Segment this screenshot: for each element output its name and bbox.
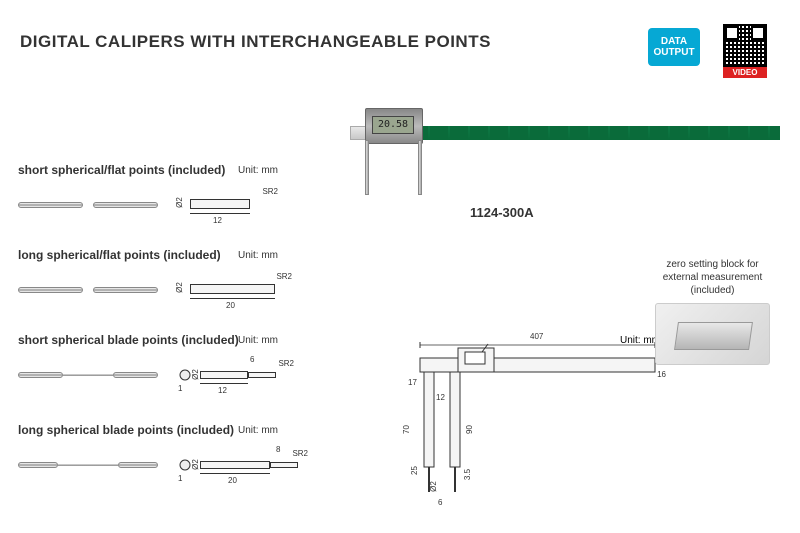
- point-section-2: long spherical/flat points (included) Un…: [18, 248, 318, 310]
- point-diagram: SR2 12 Ø2: [178, 185, 298, 225]
- point-diagram: 8 SR2 20 Ø2 1: [178, 445, 298, 485]
- unit-label: Unit: mm: [238, 250, 278, 261]
- data-output-badge: DATA OUTPUT: [648, 28, 700, 66]
- product-photo: 20.58: [330, 100, 790, 190]
- unit-label: Unit: mm: [238, 425, 278, 436]
- caliper-schematic-icon: [410, 340, 670, 515]
- page-title: DIGITAL CALIPERS WITH INTERCHANGEABLE PO…: [20, 32, 491, 52]
- point-photo: [18, 190, 158, 220]
- zero-block-section: zero setting block for external measurem…: [650, 258, 775, 365]
- unit-label: Unit: mm: [238, 335, 278, 346]
- badge-line1: DATA: [661, 36, 687, 47]
- point-section-3: short spherical blade points (included) …: [18, 333, 318, 395]
- point-photo: [18, 450, 158, 480]
- point-section-1: short spherical/flat points (included) U…: [18, 163, 318, 225]
- zero-block-photo: [655, 303, 770, 365]
- qr-video-block: VIDEO: [720, 24, 770, 78]
- point-photo: [18, 360, 158, 390]
- unit-label: Unit: mm: [238, 165, 278, 176]
- technical-drawing: Unit: mm 407 16 17 12 70 90 25 Ø2 6 3.5: [410, 340, 670, 515]
- caliper-jaw-right: [418, 140, 422, 195]
- zero-block-caption: zero setting block for external measurem…: [650, 258, 775, 297]
- point-diagram: 6 SR2 12 Ø2 1: [178, 355, 298, 395]
- model-number: 1124-300A: [470, 205, 534, 220]
- caliper-lcd: 20.58: [372, 116, 414, 134]
- video-label: VIDEO: [723, 67, 767, 78]
- point-photo: [18, 275, 158, 305]
- badge-line2: OUTPUT: [653, 47, 694, 58]
- point-section-4: long spherical blade points (included) U…: [18, 423, 318, 485]
- caliper-jaw-left: [365, 140, 369, 195]
- qr-code-icon: [723, 24, 767, 67]
- caliper-scale: [390, 126, 780, 140]
- point-diagram: SR2 20 Ø2: [178, 270, 298, 310]
